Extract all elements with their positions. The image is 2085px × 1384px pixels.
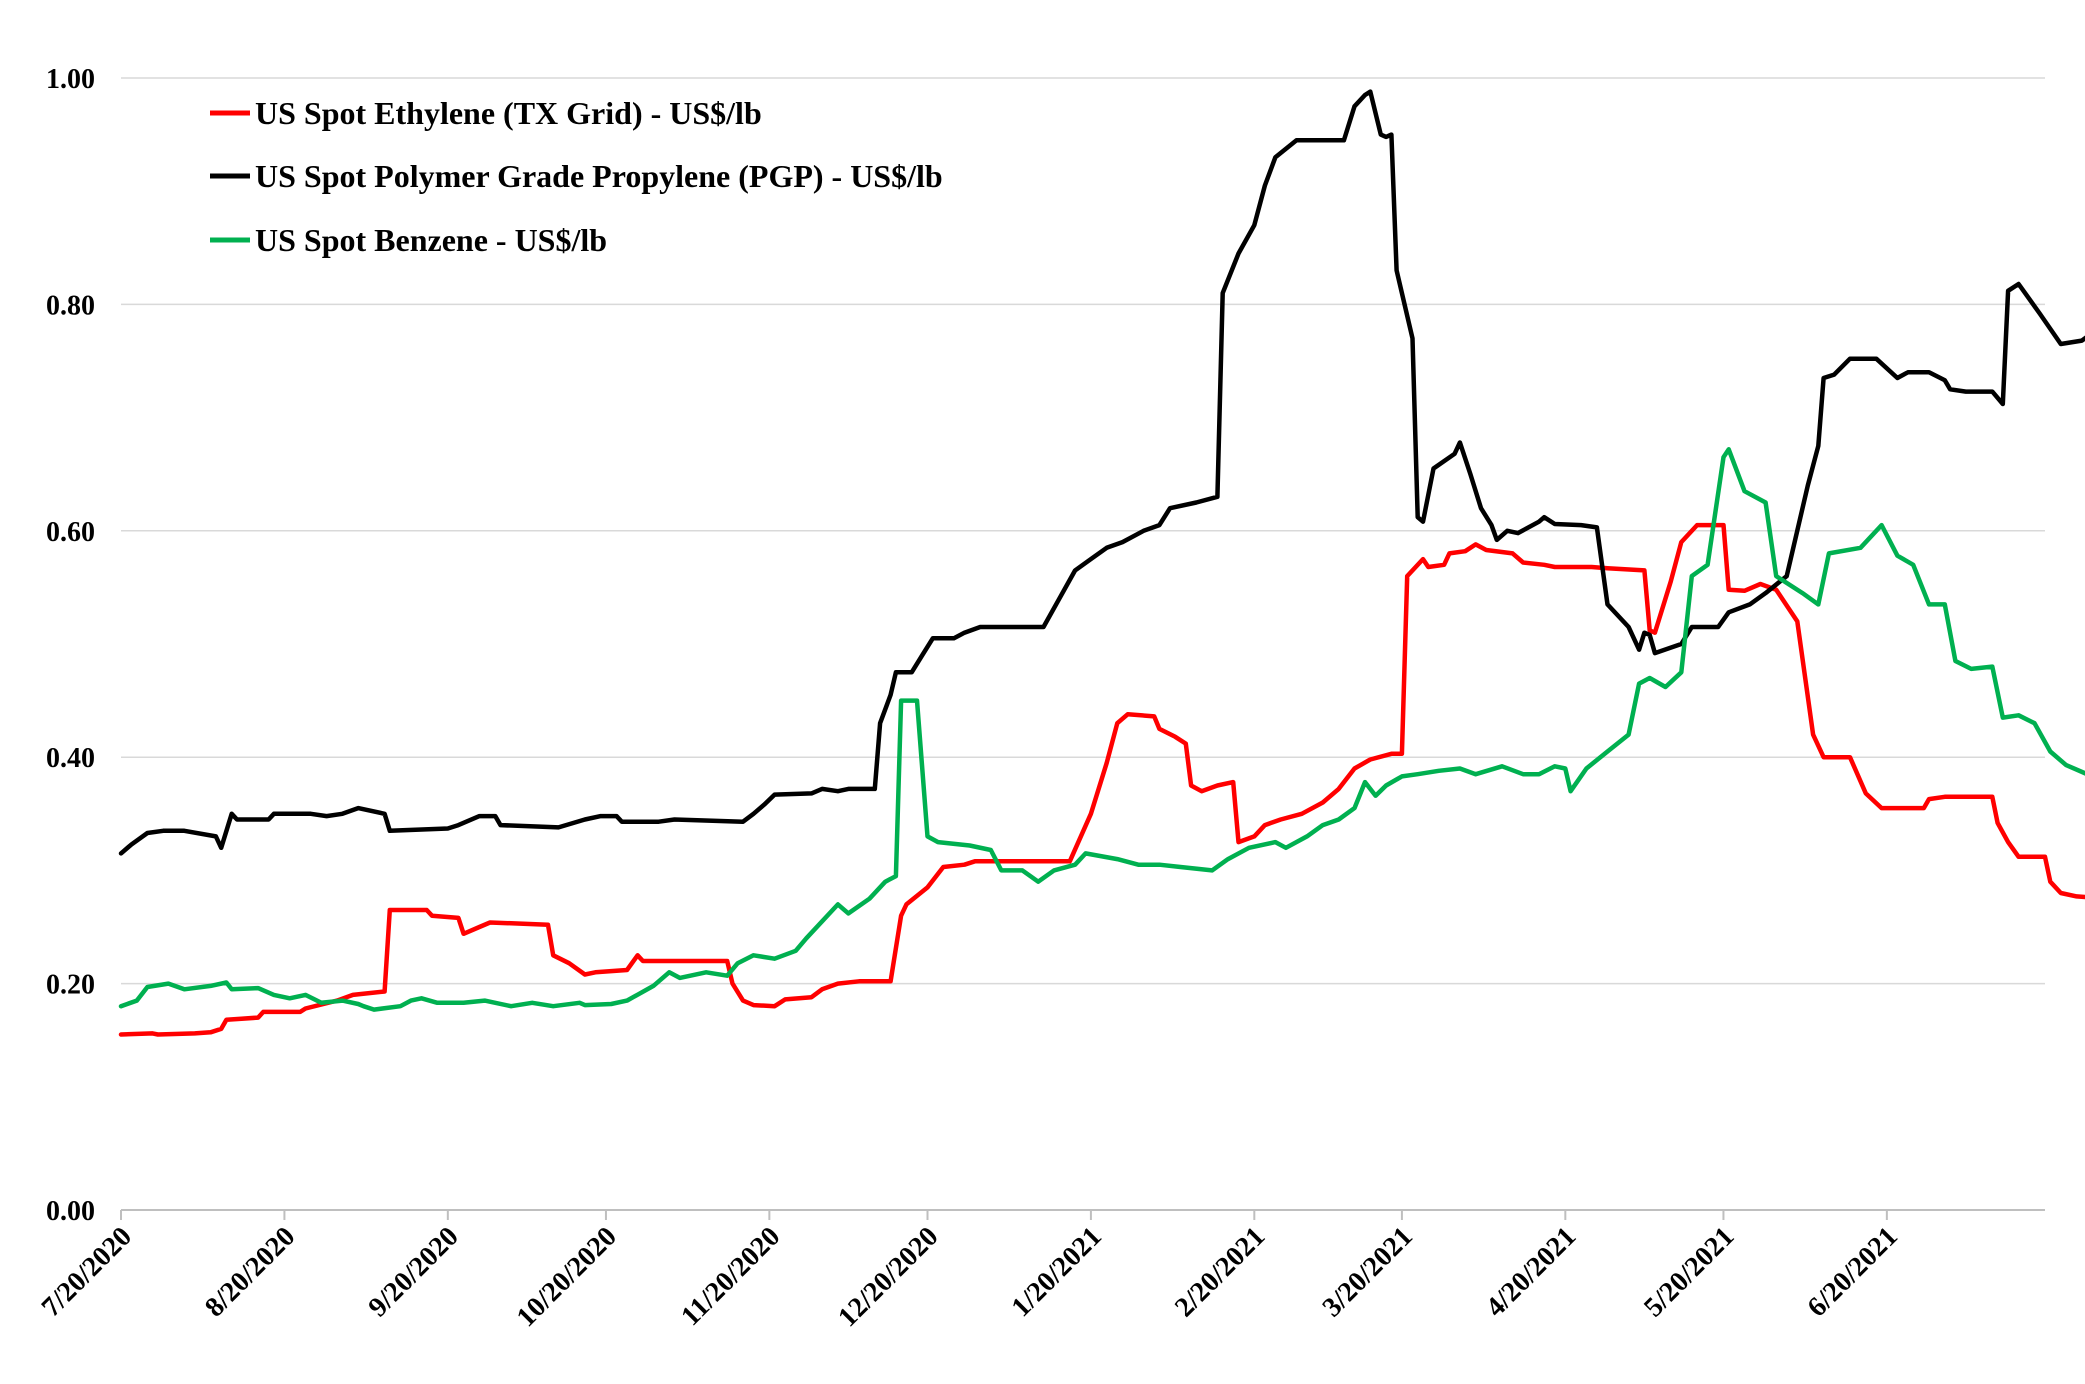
- legend-label: US Spot Ethylene (TX Grid) - US$/lb: [255, 95, 762, 131]
- x-tick-label: 6/20/2021: [1802, 1221, 1904, 1323]
- x-tick-label: 5/20/2021: [1638, 1221, 1740, 1323]
- x-tick-label: 7/20/2020: [36, 1221, 138, 1323]
- x-tick-label: 1/20/2021: [1006, 1221, 1108, 1323]
- x-tick-label: 3/20/2021: [1317, 1221, 1419, 1323]
- y-tick-label: 0.00: [46, 1196, 95, 1227]
- y-tick-label: 1.00: [46, 64, 95, 95]
- x-tick-label: 8/20/2020: [199, 1221, 301, 1323]
- x-tick-label: 9/20/2020: [363, 1221, 465, 1323]
- x-tick-label: 2/20/2021: [1169, 1221, 1271, 1323]
- y-tick-label: 0.40: [46, 743, 95, 774]
- series-line-1: [118, 89, 2085, 856]
- series-line-2: [118, 447, 2085, 1012]
- y-tick-label: 0.20: [46, 970, 95, 1001]
- y-tick-label: 0.60: [46, 517, 95, 548]
- x-tick-label: 4/20/2021: [1480, 1221, 1582, 1323]
- x-tick-label: 10/20/2020: [511, 1221, 623, 1333]
- x-axis-ticks: 7/20/2020 8/20/2020 9/20/2020 10/20/2020 11/…: [36, 1210, 1904, 1333]
- y-axis-ticks: 0.00 0.20 0.40 0.60 0.80 1.00: [46, 64, 95, 1227]
- y-tick-label: 0.80: [46, 290, 95, 321]
- series-lines: [118, 89, 2085, 1037]
- gridlines: [121, 77, 2045, 985]
- legend-label: US Spot Polymer Grade Propylene (PGP) - …: [255, 158, 943, 194]
- legend-label: US Spot Benzene - US$/lb: [255, 222, 607, 258]
- x-tick-label: 11/20/2020: [675, 1221, 786, 1332]
- x-tick-label: 12/20/2020: [832, 1221, 944, 1333]
- series-line-0: [118, 522, 2085, 1037]
- legend: US Spot Ethylene (TX Grid) - US$/lb US Sp…: [210, 95, 943, 258]
